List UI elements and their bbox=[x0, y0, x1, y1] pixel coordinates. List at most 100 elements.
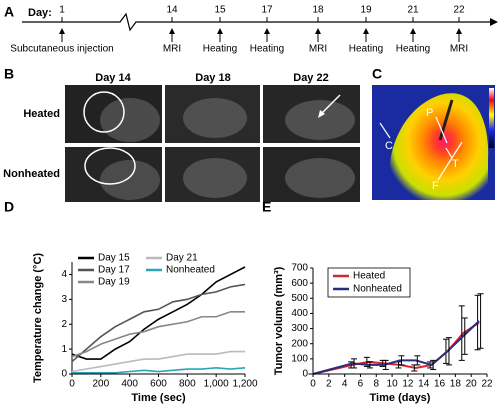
event-label: Subcutaneous injection bbox=[10, 44, 113, 55]
series-line bbox=[71, 266, 246, 360]
x-tick-label: 0 bbox=[69, 379, 75, 390]
y-tick-label: 700 bbox=[291, 263, 308, 274]
x-tick-label: 10 bbox=[387, 379, 399, 390]
y-tick-label: 1 bbox=[61, 344, 67, 355]
x-tick-label: 12 bbox=[402, 379, 414, 390]
error-bar bbox=[414, 355, 421, 366]
series-line bbox=[312, 321, 480, 375]
column-label: Day 14 bbox=[95, 72, 131, 84]
x-tick-label: 800 bbox=[179, 379, 196, 390]
error-bar bbox=[461, 317, 468, 355]
day-label: 22 bbox=[453, 5, 465, 16]
day-label: 14 bbox=[166, 5, 178, 16]
event-label: MRI bbox=[450, 44, 468, 55]
legend-label: Heated bbox=[353, 271, 385, 282]
error-bar bbox=[458, 305, 465, 361]
x-tick-label: 16 bbox=[434, 379, 446, 390]
panel-label: D bbox=[4, 199, 14, 215]
day-label: 21 bbox=[407, 5, 419, 16]
legend-box bbox=[327, 267, 411, 298]
thermal-image bbox=[372, 85, 495, 200]
day-label: 17 bbox=[261, 5, 273, 16]
error-bar bbox=[398, 355, 405, 366]
event-label: Heating bbox=[250, 44, 284, 55]
y-tick-label: 3 bbox=[61, 294, 67, 305]
y-tick-label: 400 bbox=[291, 308, 308, 319]
panel-label: B bbox=[4, 66, 14, 82]
day-label: 1 bbox=[59, 5, 65, 16]
x-tick-label: 6 bbox=[358, 379, 364, 390]
y-tick-label: 200 bbox=[291, 338, 308, 349]
y-tick-label: 0 bbox=[302, 369, 308, 380]
y-axis-title: Tumor volume (mm³) bbox=[273, 266, 285, 375]
error-bar bbox=[351, 358, 358, 369]
legend-label: Day 21 bbox=[166, 253, 198, 264]
legend-label: Nonheated bbox=[166, 265, 215, 276]
event-arrowhead bbox=[410, 28, 416, 34]
event-label: Heating bbox=[396, 44, 430, 55]
event-arrowhead bbox=[59, 28, 65, 34]
x-axis-title: Time (sec) bbox=[131, 392, 186, 404]
thermal-label: P bbox=[426, 107, 433, 119]
error-bar bbox=[477, 293, 484, 349]
x-tick-label: 1,200 bbox=[232, 379, 257, 390]
series-line bbox=[71, 350, 245, 373]
x-tick-label: 0 bbox=[310, 379, 316, 390]
series-line bbox=[71, 283, 246, 363]
series-line bbox=[312, 320, 480, 375]
y-axis-title: Temperature change (°C) bbox=[32, 253, 44, 383]
x-tick-label: 400 bbox=[121, 379, 138, 390]
x-tick-label: 18 bbox=[450, 379, 462, 390]
y-tick-label: 100 bbox=[291, 353, 308, 364]
x-tick-label: 1,000 bbox=[204, 379, 229, 390]
timeline-arrow bbox=[490, 18, 498, 26]
legend-label: Day 17 bbox=[98, 265, 130, 276]
timeline-axis bbox=[22, 12, 492, 32]
panel-label: E bbox=[262, 199, 271, 215]
row-label: Heated bbox=[23, 108, 60, 120]
error-bar bbox=[366, 361, 373, 369]
x-tick-label: 22 bbox=[481, 379, 493, 390]
thermal-label: F bbox=[432, 180, 439, 192]
event-arrowhead bbox=[169, 28, 175, 34]
x-tick-label: 4 bbox=[342, 379, 348, 390]
timeline-prefix: Day: bbox=[28, 7, 52, 19]
event-arrowhead bbox=[217, 28, 223, 34]
y-tick-label: 4 bbox=[61, 269, 67, 280]
event-label: Heating bbox=[349, 44, 383, 55]
series-line bbox=[71, 310, 245, 358]
day-label: 19 bbox=[360, 5, 372, 16]
error-bar bbox=[445, 337, 452, 366]
row-label: Nonheated bbox=[3, 168, 60, 180]
legend-label: Day 19 bbox=[98, 277, 130, 288]
error-bar bbox=[382, 359, 389, 370]
series-line bbox=[72, 366, 246, 374]
x-axis-title: Time (days) bbox=[370, 392, 431, 404]
y-tick-label: 0 bbox=[61, 369, 67, 380]
legend-label: Nonheated bbox=[353, 284, 402, 295]
event-label: Heating bbox=[203, 44, 237, 55]
event-arrowhead bbox=[363, 28, 369, 34]
thermal-label: C bbox=[385, 140, 393, 152]
column-label: Day 18 bbox=[195, 72, 230, 84]
y-tick-label: 2 bbox=[61, 319, 67, 330]
column-label: Day 22 bbox=[293, 72, 328, 84]
day-label: 15 bbox=[214, 5, 226, 16]
thermal-label: T bbox=[452, 158, 459, 170]
error-bar bbox=[430, 359, 437, 370]
event-label: MRI bbox=[309, 44, 327, 55]
x-tick-label: 14 bbox=[418, 379, 430, 390]
x-tick-label: 8 bbox=[373, 379, 379, 390]
panel-label: C bbox=[372, 66, 382, 82]
event-arrowhead bbox=[315, 28, 321, 34]
x-tick-label: 600 bbox=[150, 379, 167, 390]
y-tick-label: 300 bbox=[291, 323, 308, 334]
event-arrowhead bbox=[264, 28, 270, 34]
x-tick-label: 200 bbox=[92, 379, 109, 390]
event-arrowhead bbox=[456, 28, 462, 34]
event-label: MRI bbox=[163, 44, 181, 55]
x-tick-label: 20 bbox=[466, 379, 478, 390]
legend-label: Day 15 bbox=[98, 253, 130, 264]
day-label: 18 bbox=[312, 5, 324, 16]
